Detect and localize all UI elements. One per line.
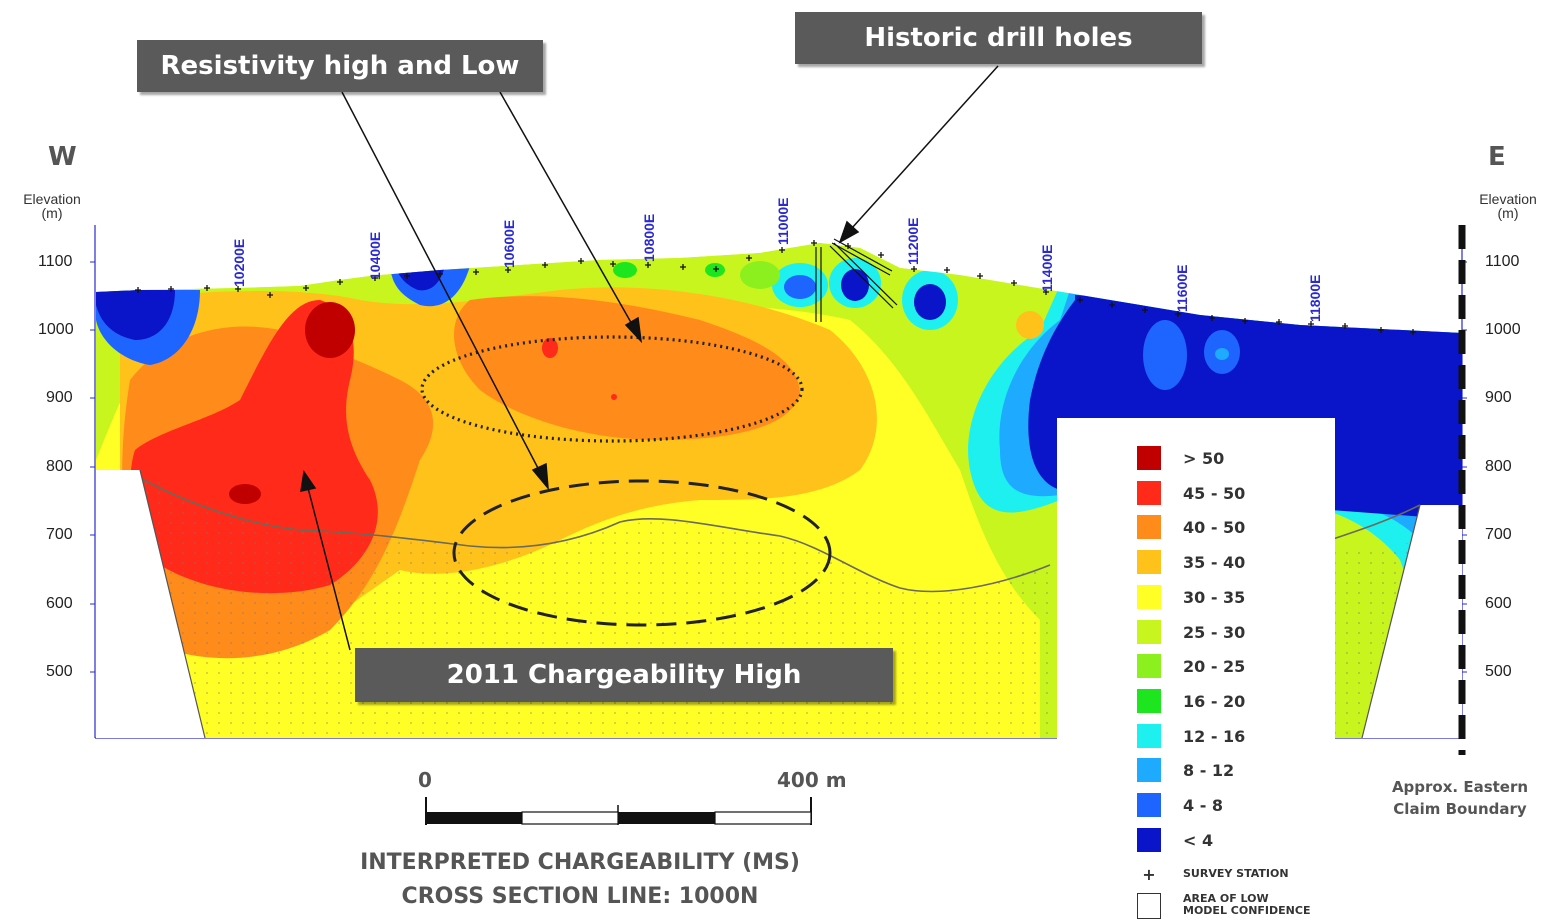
legend-item: 4 - 8 (1137, 793, 1223, 817)
left-tick-label: 700 (46, 526, 73, 543)
legend-swatch (1137, 585, 1161, 609)
east-label: E (1488, 142, 1506, 172)
legend-item-label: 45 - 50 (1183, 483, 1246, 503)
legend-item: 35 - 40 (1137, 550, 1245, 574)
legend-item-label: 30 - 35 (1183, 587, 1246, 607)
station-label: 11400E (1039, 245, 1055, 293)
scale-start-label: 0 (418, 768, 432, 792)
station-label: 10200E (231, 239, 247, 287)
legend-swatch (1137, 724, 1161, 748)
left-tick-label: 600 (46, 595, 73, 612)
left-tick-label: 1000 (38, 321, 74, 338)
callout-arrows (300, 65, 999, 651)
scale-end-label: 400 m (777, 768, 847, 792)
elevation-title-line1: Elevation (23, 191, 81, 207)
left-tick-label: 500 (46, 663, 73, 680)
figure-title-line1: INTERPRETED CHARGEABILITY (MS) (360, 850, 800, 875)
legend-swatch (1137, 481, 1161, 505)
legend-item-label: 25 - 30 (1183, 622, 1246, 642)
left-elevation-title: Elevation (m) (12, 192, 92, 220)
right-tick-label: 700 (1485, 526, 1512, 543)
resistivity-high-ellipse (420, 335, 804, 443)
legend-item: 12 - 16 (1137, 724, 1245, 748)
legend-item: < 4 (1137, 828, 1213, 852)
callout-resistivity-text: Resistivity high and Low (160, 51, 520, 81)
legend-item: 30 - 35 (1137, 585, 1245, 609)
legend-item-label: 20 - 25 (1183, 656, 1246, 676)
legend-item-label: < 4 (1183, 830, 1214, 850)
legend-swatch (1137, 515, 1161, 539)
callout-resistivity: Resistivity high and Low (137, 40, 543, 92)
legend-swatch (1137, 758, 1161, 782)
low-confidence-swatch-icon (1137, 893, 1161, 919)
low-confidence-line2: MODEL CONFIDENCE (1183, 904, 1311, 917)
right-tick-label: 600 (1485, 595, 1512, 612)
claim-boundary-line2: Claim Boundary (1393, 800, 1527, 818)
legend-low-confidence-label: AREA OF LOW MODEL CONFIDENCE (1183, 893, 1310, 917)
station-label: 11200E (905, 218, 921, 266)
station-label: 11000E (775, 198, 791, 246)
legend-item-label: 8 - 12 (1183, 760, 1235, 780)
legend-item-label: 4 - 8 (1183, 795, 1224, 815)
legend-low-confidence: AREA OF LOW MODEL CONFIDENCE (1137, 893, 1310, 920)
station-label: 10600E (501, 220, 517, 268)
legend-swatch (1137, 654, 1161, 678)
figure-title-line2: CROSS SECTION LINE: 1000N (401, 884, 759, 909)
station-labels: 10200E 10400E 10600E 10800E 11000E 11200… (231, 198, 1323, 323)
legend-swatch (1137, 793, 1161, 817)
legend-item: > 50 (1137, 446, 1224, 470)
right-elevation-title: Elevation (m) (1468, 192, 1548, 220)
legend-item-label: 16 - 20 (1183, 691, 1246, 711)
legend-item: 16 - 20 (1137, 689, 1245, 713)
station-label: 10800E (641, 214, 657, 262)
west-label: W (48, 142, 77, 172)
legend-panel (1057, 418, 1335, 748)
legend-item-label: > 50 (1183, 448, 1225, 468)
legend-swatch (1137, 689, 1161, 713)
legend-item-label: 40 - 50 (1183, 517, 1246, 537)
right-tick-label: 1000 (1485, 321, 1521, 338)
right-tick-label: 800 (1485, 458, 1512, 475)
legend-survey-station-label: SURVEY STATION (1183, 867, 1289, 880)
drill-holes (815, 238, 898, 322)
callout-drill-holes-text: Historic drill holes (864, 23, 1133, 53)
legend-swatch (1137, 620, 1161, 644)
left-tick-label: 1100 (38, 253, 73, 270)
callout-chargeability-text: 2011 Chargeability High (446, 660, 802, 690)
legend-swatch (1137, 828, 1161, 852)
claim-boundary-line1: Approx. Eastern (1391, 778, 1529, 796)
legend-item: 40 - 50 (1137, 515, 1245, 539)
callout-chargeability: 2011 Chargeability High (355, 648, 893, 702)
elevation-title-line2: (m) (41, 205, 63, 221)
legend-item: 45 - 50 (1137, 481, 1245, 505)
legend-item-label: 12 - 16 (1183, 726, 1246, 746)
low-confidence-line1: AREA OF LOW (1183, 892, 1269, 905)
survey-station-icon: + (1142, 864, 1156, 884)
legend-item: 25 - 30 (1137, 620, 1245, 644)
claim-boundary-label: Approx. Eastern Claim Boundary (1370, 776, 1550, 820)
station-label: 11800E (1307, 275, 1323, 323)
legend-item-label: 35 - 40 (1183, 552, 1246, 572)
left-tick-label: 800 (46, 458, 73, 475)
left-tick-label: 900 (46, 389, 73, 406)
legend-item: 8 - 12 (1137, 758, 1234, 782)
elevation-title-line1: Elevation (1479, 191, 1537, 207)
right-tick-label: 1100 (1485, 253, 1520, 270)
callout-drill-holes: Historic drill holes (795, 12, 1202, 64)
elevation-title-line2: (m) (1497, 205, 1519, 221)
right-tick-label: 900 (1485, 389, 1512, 406)
legend-item: 20 - 25 (1137, 654, 1245, 678)
scale-bar (425, 797, 812, 825)
legend-survey-station: + SURVEY STATION (1137, 862, 1289, 886)
resistivity-low-ellipse (452, 479, 832, 627)
legend-swatch (1137, 550, 1161, 574)
station-label: 10400E (367, 232, 383, 280)
right-tick-label: 500 (1485, 663, 1512, 680)
survey-station-markers (135, 240, 1416, 335)
legend-swatch (1137, 446, 1161, 470)
station-label: 11600E (1174, 265, 1190, 313)
